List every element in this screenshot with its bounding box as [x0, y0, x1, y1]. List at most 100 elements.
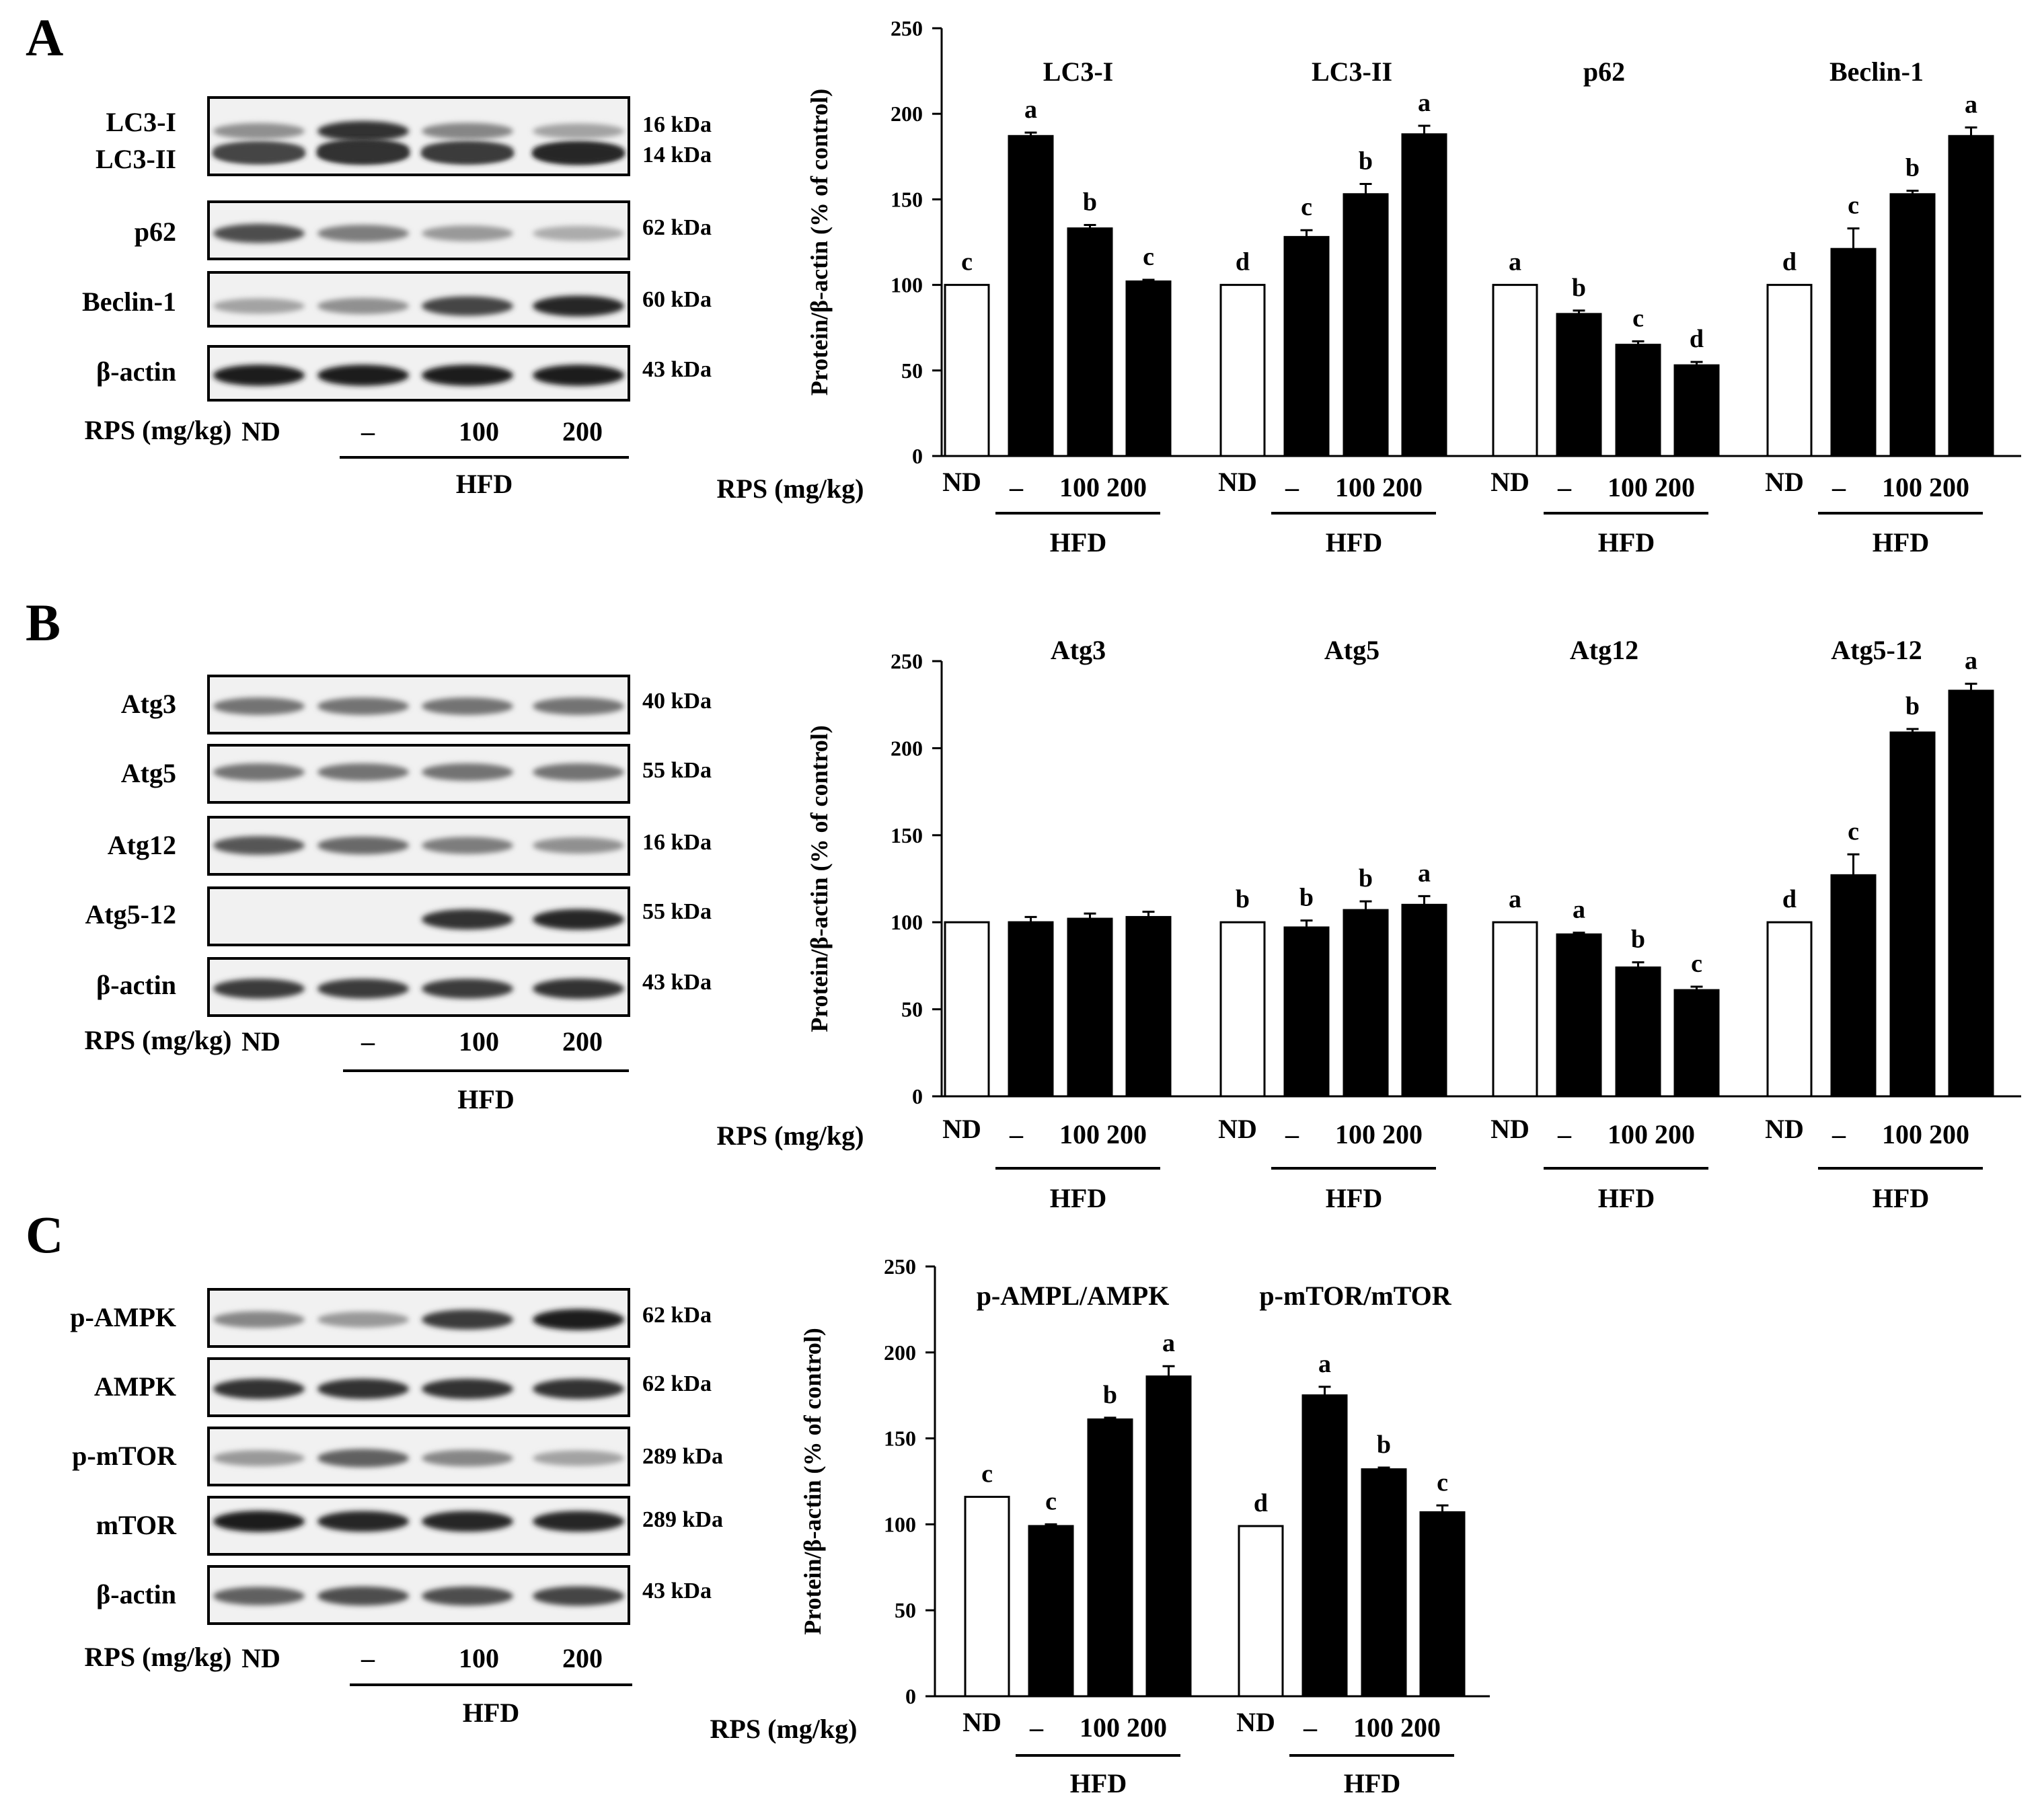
bar — [1401, 903, 1447, 1098]
significance-letter: c — [1301, 193, 1312, 221]
group-title: LC3-I — [1043, 56, 1113, 87]
category-label: ND — [1236, 1707, 1275, 1737]
bar — [1301, 1394, 1348, 1698]
bar — [1283, 235, 1330, 457]
lane-label: – — [361, 1643, 375, 1673]
hfd-label: HFD — [1598, 527, 1655, 558]
protein-band — [213, 298, 305, 314]
rps-label: RPS (mg/kg) — [717, 473, 864, 504]
lane-label: 200 — [562, 416, 603, 447]
y-tick-label: 200 — [891, 102, 923, 126]
category-label: – — [1303, 1712, 1318, 1743]
category-label: 200 — [1929, 1119, 1969, 1149]
category-label: ND — [1490, 1114, 1529, 1144]
hfd-label: HFD — [1050, 1183, 1106, 1213]
rps-label: RPS (mg/kg) — [85, 1025, 232, 1055]
blot-kda: 289 kDa — [642, 1507, 723, 1532]
lane-label: 200 — [562, 1643, 603, 1673]
protein-band — [213, 1378, 305, 1400]
significance-letter: b — [1572, 274, 1586, 302]
significance-letter: c — [1045, 1487, 1057, 1515]
y-tick-label: 250 — [884, 1254, 916, 1279]
category-label: 100 — [1335, 472, 1375, 502]
hfd-label: HFD — [457, 1084, 514, 1114]
blot-kda: 40 kDa — [642, 689, 712, 714]
category-label: – — [1557, 1119, 1572, 1149]
lane-label: 100 — [459, 416, 499, 447]
protein-band — [317, 1449, 409, 1468]
hfd-label: HFD — [1873, 527, 1929, 558]
protein-band — [422, 979, 513, 999]
bar — [1343, 193, 1389, 457]
bar — [944, 284, 990, 457]
protein-band — [422, 1310, 513, 1330]
category-label: ND — [962, 1707, 1002, 1737]
significance-letter: b — [1359, 864, 1373, 893]
bar — [1028, 1525, 1074, 1698]
bar — [1889, 193, 1936, 457]
category-label: – — [1831, 472, 1846, 502]
bar — [964, 1496, 1010, 1698]
protein-band — [317, 836, 409, 855]
blot-panel-B: Atg3 40 kDa Atg5 55 kDa Atg12 16 kDa Atg5-12 55… — [85, 675, 712, 1114]
group-title: p62 — [1583, 56, 1625, 87]
panel-letter-A: A — [26, 8, 63, 67]
significance-letter: b — [1083, 188, 1097, 217]
protein-band — [533, 123, 624, 139]
protein-band — [533, 225, 624, 241]
significance-letter: a — [1965, 91, 1977, 119]
lane-label: – — [361, 416, 375, 447]
blot-label: p-AMPK — [70, 1302, 176, 1332]
significance-letter: c — [1143, 243, 1154, 271]
category-label: 200 — [1382, 1119, 1423, 1149]
bar — [1401, 133, 1447, 457]
protein-band — [533, 837, 624, 854]
category-label: – — [1009, 1119, 1024, 1149]
significance-letter: a — [1162, 1329, 1175, 1357]
blot-kda: 16 kDa — [642, 112, 712, 137]
category-label: ND — [942, 1114, 981, 1144]
blot-label: p-mTOR — [72, 1441, 177, 1471]
y-tick-label: 0 — [912, 444, 923, 468]
protein-band — [533, 697, 624, 715]
bar — [944, 921, 990, 1098]
bar — [1361, 1468, 1407, 1698]
category-label: – — [1831, 1119, 1846, 1149]
significance-letter: b — [1359, 147, 1373, 176]
category-label: 100 — [1080, 1712, 1120, 1743]
lane-label: – — [361, 1026, 375, 1057]
category-label: ND — [942, 467, 981, 497]
significance-letter: a — [1509, 885, 1521, 913]
y-axis-label: Protein/β-actin (% of control) — [806, 89, 833, 396]
blot-kda: 62 kDa — [642, 1371, 712, 1396]
protein-band — [422, 365, 513, 386]
protein-band — [422, 1511, 513, 1532]
y-tick-label: 50 — [895, 1598, 916, 1622]
bar — [1125, 915, 1172, 1098]
blot-kda: 289 kDa — [642, 1444, 723, 1469]
category-label: 100 — [1059, 1119, 1100, 1149]
hfd-label: HFD — [1326, 527, 1382, 558]
significance-letter: b — [1236, 885, 1250, 913]
blot-label: Atg5-12 — [85, 899, 176, 930]
blot-label: Atg12 — [108, 830, 176, 860]
bar — [1889, 731, 1936, 1098]
category-label: 100 — [1335, 1119, 1375, 1149]
category-label: ND — [1218, 467, 1257, 497]
category-label: 100 — [1882, 472, 1922, 502]
bar — [1343, 909, 1389, 1098]
significance-letter: a — [1024, 96, 1037, 124]
y-tick-label: 200 — [884, 1340, 916, 1365]
protein-band — [213, 697, 305, 715]
bar — [1067, 227, 1113, 457]
lane-label: ND — [241, 416, 280, 447]
protein-band — [317, 120, 409, 142]
protein-band — [422, 697, 513, 715]
significance-letter: a — [1318, 1350, 1331, 1378]
group-title: Atg3 — [1051, 635, 1106, 665]
category-label: – — [1029, 1712, 1044, 1743]
bar — [1615, 344, 1661, 457]
blot-label: β-actin — [96, 356, 176, 387]
significance-letter: c — [981, 1460, 993, 1488]
category-label: 200 — [1400, 1712, 1441, 1743]
